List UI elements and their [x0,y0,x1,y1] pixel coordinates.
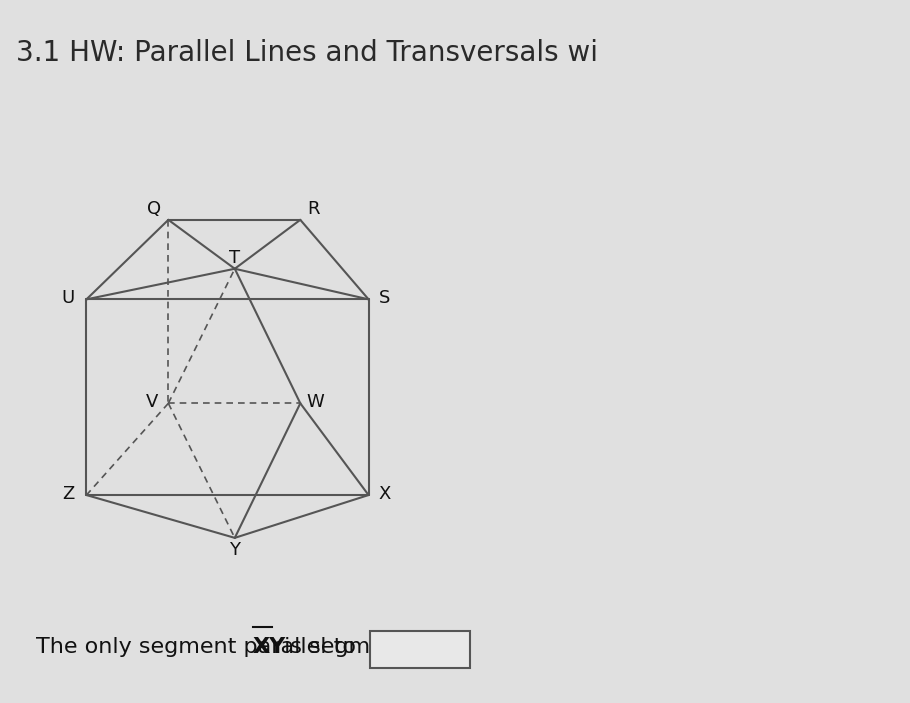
Text: is segment: is segment [277,637,407,657]
FancyBboxPatch shape [369,631,470,668]
Text: Y: Y [229,541,240,559]
Text: Q: Q [147,200,161,218]
Text: Z: Z [62,485,75,503]
Text: U: U [62,289,75,307]
Text: S: S [379,289,390,307]
Text: 3.1 HW: Parallel Lines and Transversals wi: 3.1 HW: Parallel Lines and Transversals … [16,39,599,67]
Text: X: X [379,485,391,503]
Text: R: R [307,200,319,218]
Text: XY: XY [253,637,286,657]
Text: T: T [229,249,240,266]
Text: V: V [146,393,158,411]
Text: The only segment parallel to: The only segment parallel to [36,637,363,657]
Text: W: W [306,393,324,411]
